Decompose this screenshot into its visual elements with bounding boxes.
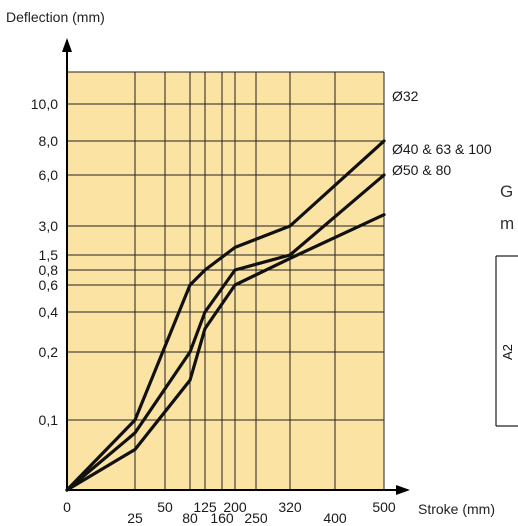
series-label-1: Ø32 <box>392 88 419 104</box>
side-text-line1: G <box>500 182 513 201</box>
y-tick-label-3,0: 3,0 <box>39 218 59 234</box>
x-tick-label-25: 25 <box>127 510 143 526</box>
series-line-2 <box>65 173 386 492</box>
y-tick-label-0,4: 0,4 <box>39 304 59 320</box>
y-tick-label-6,0: 6,0 <box>39 167 59 183</box>
x-tick-label-0: 0 <box>63 499 71 515</box>
series-label-3: Ø50 & 80 <box>392 162 451 178</box>
x-tick-label-500: 500 <box>372 499 396 515</box>
axes <box>62 38 410 495</box>
x-tick-label-50: 50 <box>157 499 173 515</box>
x-tick-label-250: 250 <box>244 510 268 526</box>
x-axis-title: Stroke (mm) <box>418 501 495 517</box>
y-tick-label-8,0: 8,0 <box>39 133 59 149</box>
series-labels: Ø32 Ø40 & 63 & 100 Ø50 & 80 <box>392 88 492 178</box>
y-tick-label-0,8: 0,8 <box>39 262 59 278</box>
y-tick-label-0,2: 0,2 <box>39 344 59 360</box>
x-tick-label-125: 125 <box>193 499 217 515</box>
y-axis-title: Deflection (mm) <box>6 9 105 25</box>
x-axis-arrow <box>396 485 410 495</box>
side-box-label: A2 <box>500 344 515 360</box>
series-label-2: Ø40 & 63 & 100 <box>392 141 492 157</box>
x-tick-label-320: 320 <box>278 499 302 515</box>
y-tick-label-10,0: 10,0 <box>31 96 58 112</box>
x-tick-label-200: 200 <box>223 499 247 515</box>
y-tick-label-0,6: 0,6 <box>39 277 59 293</box>
series-line-3 <box>65 213 386 492</box>
x-tick-label-160: 160 <box>210 510 234 526</box>
y-tick-label-0,1: 0,1 <box>39 412 59 428</box>
y-axis-arrow <box>62 38 72 52</box>
grid-lines <box>67 71 385 490</box>
x-tick-label-400: 400 <box>323 510 347 526</box>
series-line-1 <box>65 139 386 492</box>
side-box <box>495 255 518 427</box>
series-lines <box>65 139 386 492</box>
x-tick-label-80: 80 <box>182 510 198 526</box>
y-tick-label-1,5: 1,5 <box>39 247 59 263</box>
side-text-line2: m <box>500 214 514 233</box>
y-tick-labels: 0,1 0,2 0,4 0,60,81,5 3,0 6,0 8,0 10,0 <box>31 96 58 428</box>
